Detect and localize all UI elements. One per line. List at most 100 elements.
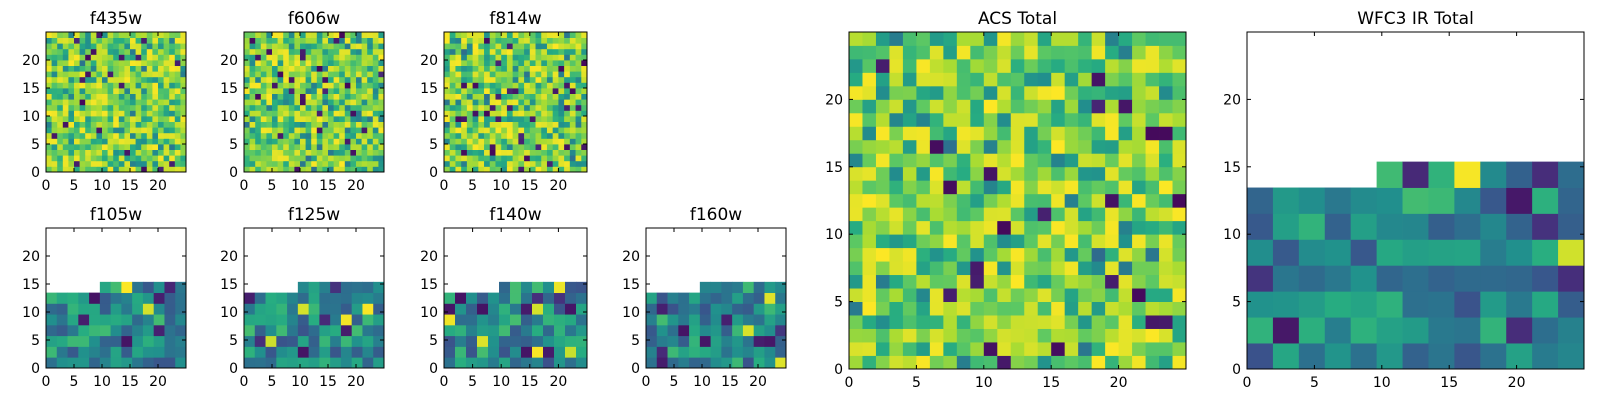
heatmap-cell <box>541 121 548 128</box>
heatmap-cell <box>575 60 582 66</box>
heatmap-cell <box>68 48 75 55</box>
heatmap-cell <box>466 149 473 156</box>
heatmap-cell <box>889 72 904 87</box>
heatmap-cell <box>124 93 131 100</box>
heatmap-cell <box>501 43 508 50</box>
heatmap-cell <box>330 335 342 347</box>
heatmap-cell <box>461 144 468 150</box>
heatmap-cell <box>521 303 533 315</box>
heatmap-cell <box>260 138 267 145</box>
heatmap-cell <box>1024 126 1039 141</box>
heatmap-cell <box>506 160 514 167</box>
heatmap-cell <box>146 104 153 111</box>
heatmap-cell <box>929 315 944 329</box>
heatmap-cell <box>875 247 890 262</box>
heatmap-cell <box>132 324 144 337</box>
heatmap-cell <box>68 54 75 61</box>
heatmap-cell <box>113 43 120 50</box>
heatmap-cell <box>495 37 502 44</box>
heatmap-cell <box>501 65 508 72</box>
heatmap-cell <box>316 82 323 89</box>
heatmap-cell <box>1428 239 1455 266</box>
heatmap-cell <box>489 99 496 106</box>
heatmap-cell <box>311 93 318 100</box>
heatmap-cell <box>535 160 542 167</box>
heatmap-cell <box>1024 45 1039 60</box>
heatmap-cell <box>158 121 164 128</box>
heatmap-cell <box>255 116 262 122</box>
heatmap-cell <box>775 314 787 326</box>
heatmap-cell <box>266 60 273 66</box>
y-tick-label: 0 <box>1232 362 1241 378</box>
heatmap-cell <box>102 132 108 139</box>
heatmap-cell <box>970 247 985 262</box>
heatmap-cell <box>956 99 971 114</box>
heatmap-cell <box>689 357 701 369</box>
heatmap-cell <box>118 155 125 162</box>
panel-title: f814w <box>489 9 541 29</box>
heatmap-cell <box>79 43 86 50</box>
heatmap-cell <box>1024 301 1039 316</box>
heatmap-cell <box>260 54 267 61</box>
heatmap-cell <box>350 132 357 139</box>
x-tick-label: 5 <box>70 374 79 390</box>
heatmap-cell <box>118 60 125 66</box>
heatmap-cell <box>478 65 485 72</box>
heatmap-cell <box>1145 220 1160 235</box>
heatmap-cell <box>529 132 536 139</box>
heatmap-cell <box>300 37 306 44</box>
heatmap-cell <box>272 93 278 100</box>
heatmap-cell <box>90 166 97 173</box>
heatmap-cell <box>276 346 288 358</box>
heatmap-cell <box>862 139 877 154</box>
heatmap-cell <box>529 149 536 156</box>
heatmap-cell <box>272 71 278 78</box>
heatmap-cell <box>300 71 306 78</box>
heatmap-cell <box>152 116 159 122</box>
heatmap-cell <box>929 32 944 46</box>
heatmap-cell <box>244 99 250 106</box>
heatmap-cell <box>721 281 733 294</box>
heatmap-cell <box>1078 220 1093 235</box>
heatmap-cell <box>107 138 114 145</box>
heatmap-cell <box>472 43 479 50</box>
heatmap-cell <box>132 292 144 304</box>
heatmap-cell <box>276 292 288 304</box>
heatmap-cell <box>57 88 64 94</box>
heatmap-cell <box>862 99 877 114</box>
heatmap-cell <box>970 72 985 87</box>
heatmap-cell <box>85 116 92 122</box>
y-tick-label: 20 <box>825 92 843 108</box>
heatmap-cell <box>361 149 368 156</box>
heatmap-cell <box>153 314 165 326</box>
heatmap-cell <box>287 314 299 326</box>
heatmap-cell <box>297 346 310 358</box>
heatmap-cell <box>316 37 323 44</box>
heatmap-cell <box>158 116 164 122</box>
heatmap-cell <box>495 71 502 78</box>
heatmap-cell <box>294 32 301 38</box>
heatmap-cell <box>288 132 295 139</box>
heatmap-cell <box>51 138 58 145</box>
heatmap-cell <box>546 104 554 111</box>
heatmap-cell <box>79 60 86 66</box>
heatmap-cell <box>646 303 658 315</box>
heatmap-cell <box>541 60 548 66</box>
heatmap-cell <box>340 303 353 315</box>
heatmap-cell <box>57 82 64 89</box>
heatmap-cell <box>524 37 531 44</box>
heatmap-cell <box>902 153 917 168</box>
heatmap-cell <box>174 116 181 122</box>
heatmap-cell <box>983 153 998 168</box>
heatmap-cell <box>356 32 362 38</box>
heatmap-cell <box>1051 193 1066 208</box>
heatmap-cell <box>970 45 985 60</box>
heatmap-cell <box>272 99 278 106</box>
heatmap-cell <box>461 48 468 55</box>
heatmap-cell <box>90 144 97 150</box>
heatmap-cell <box>512 160 519 167</box>
heatmap-cell <box>260 127 267 134</box>
heatmap-cell <box>1272 187 1300 214</box>
heatmap-cell <box>319 346 331 358</box>
